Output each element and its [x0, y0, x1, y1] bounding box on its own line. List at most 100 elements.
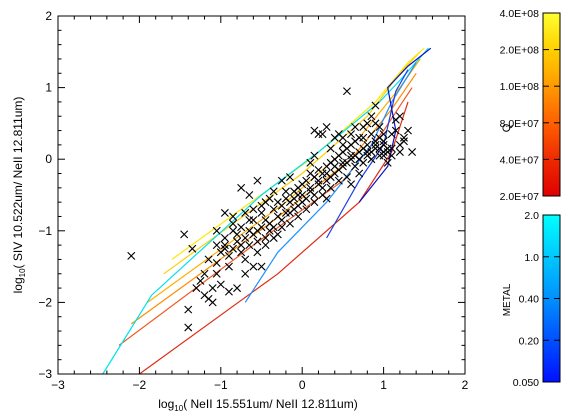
data-point [281, 187, 290, 196]
data-point [269, 187, 278, 196]
y-tick-label: 0 [45, 152, 52, 166]
colorbar-tick-label: 4.0E+08 [500, 8, 540, 20]
data-point [330, 162, 339, 171]
data-point [347, 151, 356, 160]
data-point [286, 208, 294, 217]
data-point [387, 144, 396, 153]
x-tick-label: 1 [380, 378, 387, 392]
colorbar-tick-label: 1.0E+08 [500, 81, 540, 93]
data-point [245, 216, 254, 225]
data-point [338, 133, 347, 142]
data-point [294, 183, 303, 192]
colorbar-metal: 2.0 1.0 0.40 0.20 0.050 METAL [502, 210, 561, 389]
data-point [395, 148, 404, 157]
data-point [237, 223, 246, 232]
y-tick-label: 1 [45, 81, 52, 95]
x-tick-label: −3 [51, 378, 65, 392]
data-point [253, 176, 262, 185]
data-point [212, 241, 221, 250]
data-point [286, 219, 294, 228]
data-point [383, 158, 392, 167]
data-point [265, 194, 274, 203]
data-point [253, 226, 262, 235]
colorbar-metal-label: METAL [502, 283, 513, 316]
data-point [261, 241, 270, 250]
model-track [130, 72, 417, 325]
data-point [220, 233, 229, 242]
data-point [310, 151, 319, 160]
y-axis: −3 −2 −1 0 1 2 [38, 9, 465, 381]
data-point [314, 176, 323, 185]
data-point [351, 162, 360, 171]
data-point [318, 169, 327, 178]
data-point [212, 259, 221, 268]
data-point [192, 284, 201, 293]
data-point [220, 208, 229, 217]
data-point [383, 144, 392, 153]
data-point [322, 122, 331, 131]
data-point [367, 130, 376, 139]
data-point [306, 183, 315, 192]
colorbar-q-gradient [542, 12, 561, 197]
x-tick-label: 0 [299, 378, 306, 392]
data-point [277, 176, 286, 185]
data-point [310, 198, 319, 207]
data-point [257, 262, 266, 271]
data-point [208, 298, 217, 307]
data-point [184, 305, 193, 314]
data-point [249, 216, 258, 225]
colorbar-q-label: Q [501, 123, 513, 132]
colorbar-tick-label: 2.0E+07 [500, 191, 540, 203]
data-point [399, 133, 408, 142]
data-point [363, 148, 372, 157]
colorbar-tick-label: 4.0E+07 [500, 154, 540, 166]
data-point [220, 244, 229, 253]
data-point [338, 158, 347, 167]
data-point [302, 205, 311, 214]
data-point [196, 276, 205, 285]
colorbar-tick-label: 0.050 [513, 377, 539, 389]
data-point [408, 148, 417, 157]
data-point [322, 194, 331, 203]
data-point [391, 126, 400, 135]
data-point [326, 144, 335, 153]
data-point [229, 244, 237, 253]
data-point [371, 140, 380, 149]
data-point [273, 198, 282, 207]
x-tick-label: −2 [133, 378, 147, 392]
data-point [233, 284, 242, 293]
data-point [220, 241, 229, 250]
data-point [318, 130, 327, 139]
data-point [355, 169, 364, 178]
data-point [212, 269, 221, 278]
colorbar-q-ticks: 4.0E+08 2.0E+08 1.0E+08 8.0E+07 4.0E+07 2.0E+… [500, 8, 560, 203]
data-point [229, 212, 237, 221]
model-track [163, 51, 421, 275]
data-point [399, 137, 408, 146]
data-point [351, 122, 360, 131]
data-point [306, 158, 315, 167]
data-point [229, 226, 237, 235]
data-point [342, 87, 351, 96]
data-point [379, 151, 388, 160]
data-point [379, 137, 388, 146]
data-point [290, 194, 299, 203]
colorbar-metal-ticks: 2.0 1.0 0.40 0.20 0.050 [513, 210, 560, 389]
data-point [359, 133, 368, 142]
model-track [244, 62, 417, 303]
data-point [229, 219, 237, 228]
colorbar-tick-label: 0.40 [519, 294, 540, 306]
colorbar-tick-label: 2.0 [524, 210, 539, 222]
data-point [253, 237, 262, 246]
data-point [363, 119, 372, 128]
data-point [204, 255, 213, 264]
data-point [367, 112, 376, 121]
data-point [347, 130, 356, 139]
data-point [277, 223, 286, 232]
data-point [326, 183, 335, 192]
y-axis-label: log10( SIV 10.522um/ NeII 12.811um) [11, 97, 27, 294]
data-point [371, 144, 380, 153]
data-point [253, 248, 262, 257]
data-point [184, 323, 193, 332]
data-point [404, 126, 413, 135]
